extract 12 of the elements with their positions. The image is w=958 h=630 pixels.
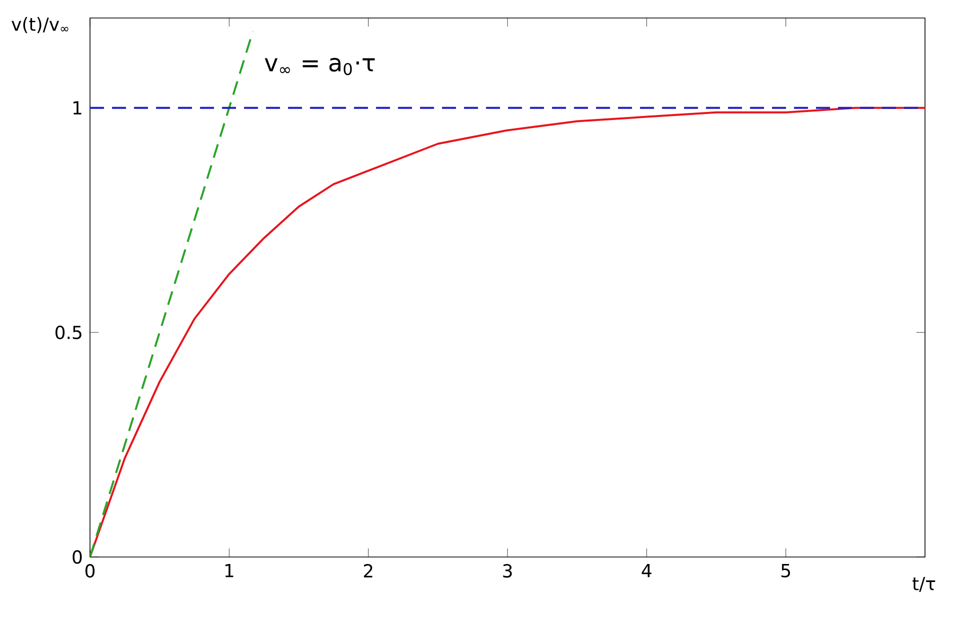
y-tick-label: 1: [73, 101, 82, 114]
x-tick-label: 2: [364, 564, 372, 578]
annotation: v$_{∞}$ = a$_{0}$·τ: [264, 58, 375, 76]
y-axis-title: v(t)/v$_{∞}$: [12, 17, 68, 34]
x-tick-label: 3: [503, 564, 512, 578]
x-tick-label: 4: [642, 564, 652, 578]
x-tick-label: 1: [225, 564, 234, 578]
x-tick-label: 0: [85, 564, 95, 578]
y-tick-label: 0.5: [56, 326, 82, 340]
y-tick-label: 0: [72, 550, 82, 564]
x-axis-title: t/τ: [912, 577, 936, 592]
x-tick-label: 5: [781, 564, 790, 578]
